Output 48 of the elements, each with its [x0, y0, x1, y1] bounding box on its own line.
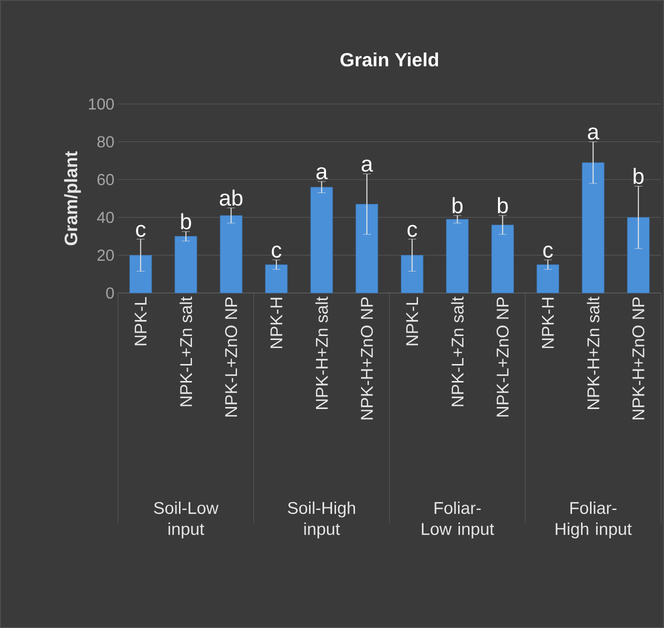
text: Foliar-Low input: [422, 502, 494, 538]
y-tick-label: 20: [97, 250, 114, 261]
bar: [220, 215, 242, 294]
bar: [582, 162, 604, 294]
x-tick-label: NPK-H+ZnO NP: [632, 297, 644, 420]
y-tick-label: 80: [97, 136, 114, 148]
y-tick-label: 40: [97, 212, 114, 224]
y-tick-label: 0: [106, 287, 114, 299]
y-tick-label: 100: [89, 98, 114, 110]
bar: [491, 224, 514, 294]
x-tick-label: NPK-L: [134, 297, 146, 346]
data-label: b: [634, 168, 644, 184]
x-tick-label: NPK-H: [542, 298, 554, 348]
data-label: b: [452, 197, 463, 214]
data-label: c: [543, 246, 553, 258]
data-label: a: [316, 167, 328, 180]
text: Soil-Low input: [154, 502, 218, 538]
data-label: c: [272, 246, 282, 258]
data-label: ab: [220, 190, 242, 206]
bar: [129, 254, 152, 294]
x-tick-label: NPK-L+ZnO NP: [225, 297, 238, 417]
x-tick-label: NPK-L+Zn salt: [451, 296, 464, 406]
bar: [536, 264, 560, 294]
data-label: a: [588, 128, 600, 140]
x-tick-label: NPK-H+ZnO NP: [360, 297, 373, 420]
bar: [356, 204, 378, 294]
y-tick-label: 60: [97, 174, 114, 186]
data-label: b: [498, 197, 508, 214]
bar: [446, 219, 469, 294]
x-tick-label: NPK-L+Zn salt: [180, 296, 192, 406]
bar: [265, 264, 288, 294]
data-label: c: [136, 224, 146, 237]
x-tick-label: NPK-H+Zn salt: [586, 296, 600, 409]
text: Soil-High input: [288, 502, 355, 538]
data-label: c: [408, 224, 418, 237]
bar: [174, 236, 198, 294]
chart-title: Grain Yield: [340, 52, 438, 66]
data-label: a: [362, 160, 373, 172]
bar: [310, 186, 333, 294]
bar: [400, 254, 424, 294]
x-tick-label: NPK-H: [270, 298, 282, 348]
y-axis-title: Gram/plant: [64, 151, 81, 246]
data-label: b: [181, 213, 192, 230]
x-tick-label: NPK-L: [406, 297, 418, 346]
x-tick-label: NPK-H+Zn salt: [315, 296, 328, 409]
bar: [627, 217, 650, 294]
x-tick-label: NPK-L+ZnO NP: [496, 297, 509, 417]
text: Foliar-High input: [556, 502, 632, 538]
